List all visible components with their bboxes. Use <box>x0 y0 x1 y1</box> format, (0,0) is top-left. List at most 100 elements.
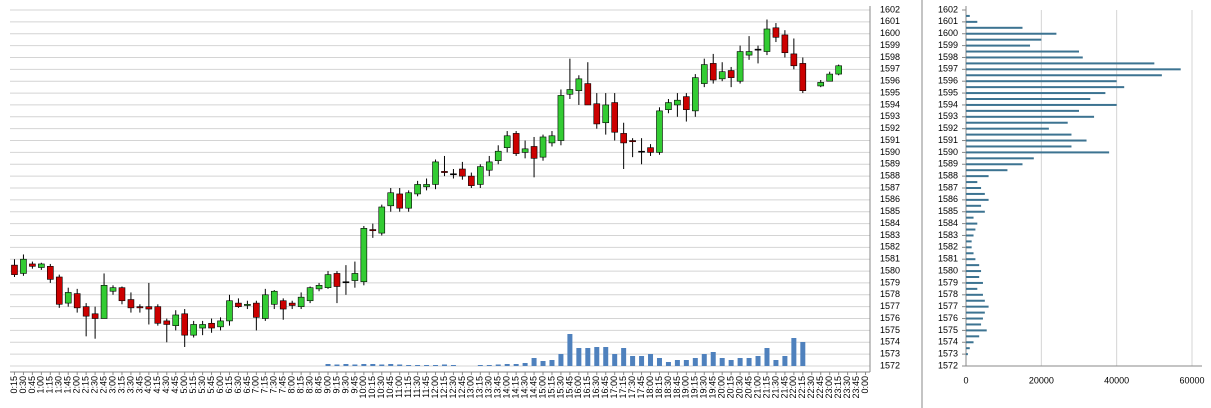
profile-bar <box>966 299 985 302</box>
y-tick-label: 1596 <box>880 76 900 86</box>
x-tick-label: 17:15 <box>618 376 628 399</box>
x-tick-label: 12:00 <box>430 376 440 399</box>
profile-bar <box>966 68 1181 71</box>
y-tick-label: 1572 <box>938 360 958 370</box>
y-tick-label: 1580 <box>880 265 900 275</box>
candle-body <box>539 136 547 158</box>
candle-body <box>73 293 81 309</box>
y-tick-label: 1590 <box>880 147 900 157</box>
volume-bar <box>701 354 707 366</box>
y-tick-label: 1592 <box>880 123 900 133</box>
candle-body <box>315 285 323 290</box>
x-tick-label: 19:15 <box>690 376 700 399</box>
y-tick-label: 1601 <box>880 16 900 26</box>
x-tick-label: 3:30 <box>125 376 135 394</box>
y-tick-label: 1588 <box>880 171 900 181</box>
candle-body <box>468 175 475 186</box>
x-tick-label: 16:30 <box>591 376 601 399</box>
y-tick-label: 1598 <box>938 52 958 62</box>
y-tick-label: 1597 <box>938 64 958 74</box>
volume-bar <box>343 364 349 366</box>
profile-bar <box>966 181 978 184</box>
profile-bar <box>966 62 1155 65</box>
profile-bar <box>966 121 1068 124</box>
y-tick-label: 1577 <box>880 301 900 311</box>
x-tick-label: 21:00 <box>752 376 762 399</box>
x-tick-label: 16:45 <box>600 376 610 399</box>
x-tick-label: 18:30 <box>663 376 673 399</box>
x-tick-label: 2:00 <box>72 376 82 394</box>
profile-bar <box>966 92 1106 95</box>
x-tick-label: 17:00 <box>609 376 619 399</box>
profile-bar <box>966 163 1023 166</box>
candle-body <box>262 294 269 319</box>
x-tick-label: 9:45 <box>349 376 359 394</box>
y-tick-label: 1579 <box>880 277 900 287</box>
x-tick-label: 11:30 <box>412 376 422 398</box>
volume-bar <box>486 365 492 366</box>
candle-body <box>333 273 341 287</box>
profile-bar <box>966 44 1031 47</box>
profile-bar <box>966 157 1034 160</box>
volume-bar <box>352 364 358 366</box>
candle-body <box>459 168 466 177</box>
profile-bar <box>966 222 978 225</box>
candle-body <box>754 48 762 51</box>
profile-bar <box>966 133 1072 136</box>
profile-bar <box>966 139 1087 142</box>
candle-body <box>405 192 412 209</box>
candle-body <box>199 324 206 329</box>
profile-bar <box>966 32 1057 35</box>
volume-bar <box>692 358 698 366</box>
y-tick-label: 1582 <box>938 242 958 252</box>
y-tick-label: 1599 <box>880 40 900 50</box>
y-tick-label: 1593 <box>938 111 958 121</box>
x-tick-label: 13:45 <box>493 376 503 399</box>
candle-body <box>450 173 457 176</box>
y-tick-label: 1591 <box>938 135 958 145</box>
volume-bar <box>325 364 331 366</box>
x-tick-label: 9:00 <box>322 376 332 394</box>
x-tick-label: 8:15 <box>296 376 306 394</box>
candle-body <box>763 28 771 52</box>
x-tick-label: 18:45 <box>672 376 682 399</box>
x-tick-label: 3:15 <box>116 376 126 394</box>
x-tick-label: 20000 <box>1029 375 1054 385</box>
x-tick-label: 2:45 <box>98 376 108 394</box>
y-tick-label: 1591 <box>880 135 900 145</box>
profile-bar <box>966 293 983 296</box>
candle-body <box>100 285 108 319</box>
profile-bar <box>966 192 985 195</box>
profile-bar <box>966 98 1091 100</box>
volume-bar <box>737 358 743 366</box>
candle-body <box>109 287 117 292</box>
profile-bar <box>966 264 980 267</box>
x-tick-label: 18:15 <box>654 376 664 399</box>
x-tick-label: 2:15 <box>81 376 91 394</box>
y-tick-label: 1594 <box>938 99 958 109</box>
x-tick-label: 16:00 <box>573 376 583 399</box>
x-tick-label: 8:00 <box>287 376 297 394</box>
x-tick-label: 12:15 <box>439 376 449 399</box>
candle-body <box>530 146 538 159</box>
candle-body <box>647 147 654 153</box>
x-tick-label: 9:15 <box>331 376 341 394</box>
y-tick-label: 1593 <box>880 111 900 121</box>
candle-body <box>306 287 314 302</box>
volume-bar <box>513 364 519 366</box>
x-tick-label: 10:15 <box>367 376 377 399</box>
candle-body <box>736 51 744 82</box>
candle-body <box>727 70 735 78</box>
x-tick-label: 4:30 <box>161 376 171 394</box>
volume-bar <box>630 356 636 366</box>
y-tick-label: 1597 <box>880 64 900 74</box>
candle-body <box>414 184 421 195</box>
profile-bar <box>966 26 1023 29</box>
y-tick-label: 1600 <box>938 28 958 38</box>
volume-bar <box>665 362 671 366</box>
profile-bar <box>966 341 974 344</box>
profile-bar <box>966 287 978 290</box>
x-tick-label: 4:00 <box>143 376 153 394</box>
profile-bar <box>966 175 989 178</box>
candle-body <box>441 171 448 173</box>
